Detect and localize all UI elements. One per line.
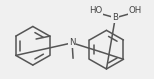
Text: HO: HO [89,6,102,15]
Text: B: B [112,13,118,22]
Text: N: N [69,38,75,47]
Text: OH: OH [128,6,142,15]
